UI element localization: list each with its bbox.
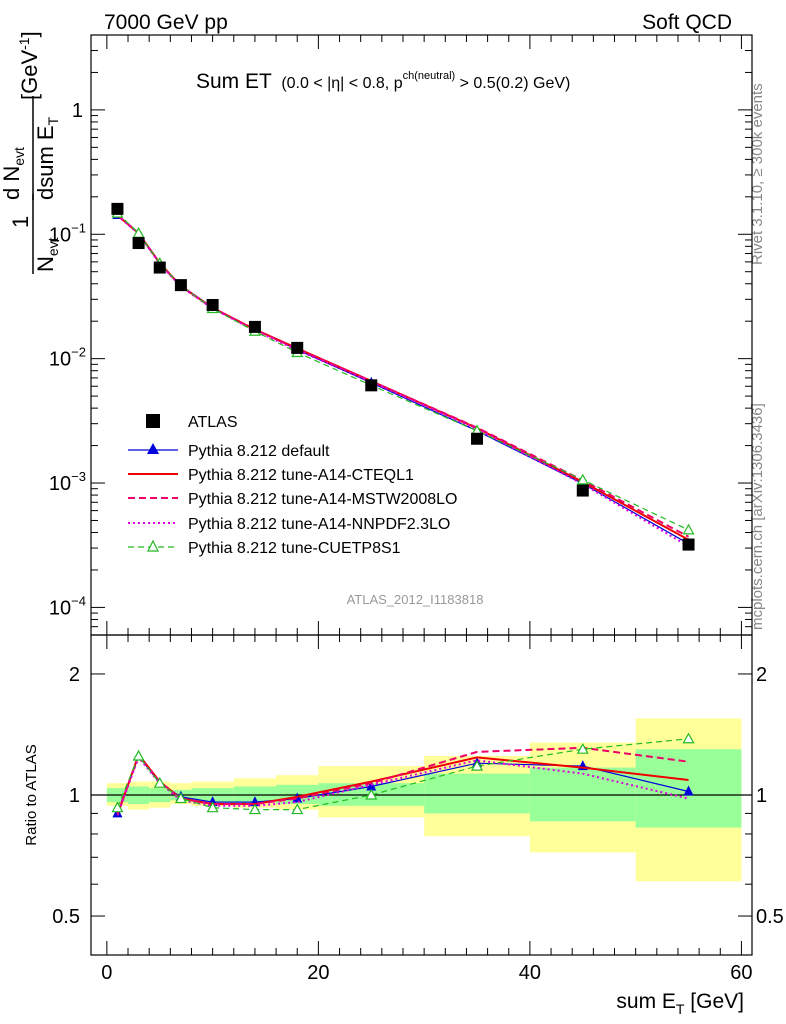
header-right-title: Soft QCD bbox=[642, 11, 732, 34]
mcplots-label: mcplots.cern.ch [arXiv:1306.3436] bbox=[749, 403, 766, 630]
ylabel-unit: [GeV-1] bbox=[16, 31, 42, 100]
ratio-series-marker bbox=[111, 801, 124, 813]
atlas-data-point bbox=[248, 320, 261, 333]
ratio-y-tick-label: 2 bbox=[69, 664, 80, 686]
main-y-axis-label: 1 Nevt d Nevt dsum ET [GeV-1] bbox=[0, 31, 61, 274]
ratio-series-marker bbox=[471, 759, 484, 771]
x-axis-label: sum ET [GeV] bbox=[616, 990, 744, 1017]
ratio-uncertainty-bands bbox=[106, 718, 742, 882]
ratio-series-marker bbox=[576, 742, 589, 754]
main-title: Sum ET (0.0 < |η| < 0.8, pch(neutral) > … bbox=[196, 70, 570, 93]
legend-label-atlas: ATLAS bbox=[188, 414, 238, 431]
legend-marker-default bbox=[147, 443, 159, 454]
ratio-band-green bbox=[233, 786, 277, 803]
x-tick-label: 40 bbox=[519, 962, 541, 984]
legend-marker-cuetp8s1 bbox=[147, 539, 159, 552]
ratio-series-marker bbox=[153, 776, 166, 788]
legend: ATLAS Pythia 8.212 default Pythia 8.212 … bbox=[128, 414, 457, 557]
legend-label-nnpdf: Pythia 8.212 tune-A14-NNPDF2.3LO bbox=[188, 516, 450, 533]
main-y-tick-label: 10−2 bbox=[49, 345, 86, 371]
x-tick-label: 60 bbox=[730, 962, 752, 984]
atlas-data-point bbox=[471, 432, 484, 445]
ratio-panel: 2 2 1 1 0.5 0.5 0 20 40 60 Ratio to ATLAS sum ET … bbox=[23, 634, 784, 1017]
main-y-tick-label: 10−3 bbox=[49, 469, 86, 495]
main-series-marker bbox=[576, 473, 589, 485]
ratio-y-axis-label: Ratio to ATLAS bbox=[23, 744, 40, 845]
atlas-data-point bbox=[206, 298, 219, 311]
atlas-data-point bbox=[576, 484, 589, 497]
ylabel-dsum: dsum ET bbox=[33, 116, 61, 200]
atlas-data-point bbox=[682, 538, 695, 551]
ylabel-nevt: Nevt bbox=[33, 237, 61, 272]
ratio-y-tick-label: 0.5 bbox=[52, 906, 80, 928]
ratio-series-marker bbox=[365, 788, 378, 800]
ratio-series-marker bbox=[206, 801, 219, 813]
main-series-marker bbox=[682, 523, 695, 535]
main-y-tick-label: 1 bbox=[72, 100, 83, 122]
ratio-y-tick-label-right: 1 bbox=[756, 785, 767, 807]
ratio-y-tick-label: 1 bbox=[69, 785, 80, 807]
x-tick-label: 20 bbox=[307, 962, 329, 984]
atlas-data-point bbox=[365, 379, 378, 392]
ratio-series-marker bbox=[291, 803, 304, 815]
rivet-label: Rivet 3.1.10, ≥ 300k events bbox=[749, 83, 766, 265]
atlas-data-point bbox=[153, 261, 166, 274]
legend-label-default: Pythia 8.212 default bbox=[188, 443, 330, 460]
header-left-title: 7000 GeV pp bbox=[104, 11, 228, 34]
atlas-data-point bbox=[291, 341, 304, 354]
main-y-tick-label: 10−4 bbox=[49, 593, 86, 619]
main-data-points bbox=[111, 202, 695, 551]
atlas-data-point bbox=[132, 237, 145, 250]
analysis-id: ATLAS_2012_I1183818 bbox=[347, 592, 484, 607]
ratio-y-tick-label-right: 2 bbox=[756, 664, 767, 686]
ylabel-one: 1 bbox=[8, 216, 33, 228]
ratio-frame bbox=[90, 634, 753, 956]
ratio-series-lines bbox=[111, 732, 695, 818]
ratio-series-marker bbox=[682, 732, 695, 744]
main-y-tick-label: 10−1 bbox=[49, 220, 86, 246]
x-tick-label: 0 bbox=[101, 962, 112, 984]
atlas-data-point bbox=[174, 279, 187, 292]
ratio-series-marker bbox=[248, 803, 261, 815]
main-panel: 1 10−1 10−2 10−3 10−4 Sum ET (0.0 < |η| < 0.… bbox=[0, 31, 753, 636]
ratio-band-green bbox=[424, 773, 530, 814]
ratio-series-marker bbox=[132, 749, 145, 761]
ratio-y-tick-label-right: 0.5 bbox=[756, 906, 784, 928]
ratio-series-marker bbox=[683, 785, 694, 796]
ratio-series-line bbox=[116, 746, 689, 814]
legend-label-cteql1: Pythia 8.212 tune-A14-CTEQL1 bbox=[188, 467, 414, 484]
legend-marker-atlas bbox=[146, 414, 160, 428]
ratio-axes: 2 2 1 1 0.5 0.5 0 20 40 60 bbox=[52, 635, 784, 984]
ratio-series-marker bbox=[174, 792, 187, 804]
ylabel-dn: d Nevt bbox=[0, 147, 27, 200]
legend-label-mstw: Pythia 8.212 tune-A14-MSTW2008LO bbox=[188, 491, 457, 508]
legend-label-cuetp8s1: Pythia 8.212 tune-CUETP8S1 bbox=[188, 540, 401, 557]
atlas-data-point bbox=[111, 202, 124, 215]
main-axes: 1 10−1 10−2 10−3 10−4 bbox=[49, 34, 752, 636]
